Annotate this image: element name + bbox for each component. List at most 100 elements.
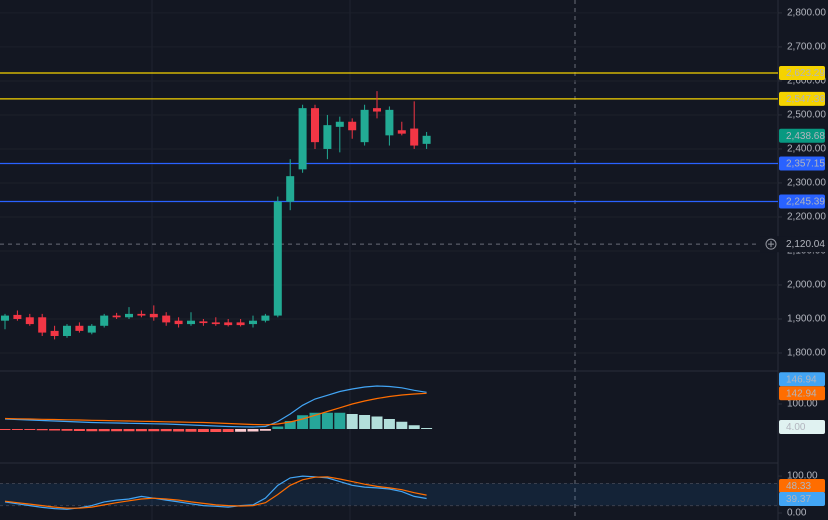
histogram-bar: [148, 429, 160, 432]
histogram-bar: [86, 429, 98, 432]
histogram-bar: [396, 421, 408, 429]
histogram-bar: [247, 429, 259, 432]
candle-body: [224, 322, 233, 326]
candle-body: [385, 109, 394, 136]
histogram-bar: [160, 429, 172, 432]
histogram-bar: [346, 414, 358, 429]
band-fill: [0, 483, 778, 506]
last-value-label: 142.94: [786, 388, 817, 399]
histogram-bar: [123, 429, 135, 432]
candle-body: [199, 321, 208, 324]
histogram-bar: [185, 429, 197, 432]
histogram-bar: [73, 429, 85, 431]
price-line-label: 2,623.29: [786, 68, 825, 79]
candle-body: [75, 325, 84, 331]
last-value-label-bg: [779, 420, 825, 434]
candle-body: [50, 330, 59, 336]
last-value-label-bg: [779, 372, 825, 387]
price-line-label-bg: [779, 194, 825, 209]
histogram-bar: [222, 429, 234, 432]
y-tick-label: 100.00: [787, 399, 818, 410]
indicator-line: [4, 385, 427, 428]
candle-body: [249, 320, 257, 325]
candle-body: [286, 176, 295, 202]
y-tick-label: 100.00: [787, 471, 818, 482]
price-line-label: 2,547.36: [786, 94, 825, 105]
histogram-bar: [98, 429, 110, 432]
candle-body: [149, 313, 158, 318]
candle-body: [38, 317, 47, 333]
crosshair-add-icon: [768, 241, 774, 248]
candle-body: [137, 313, 146, 316]
last-price-label: 2,438.68: [786, 131, 825, 142]
y-tick-label: 2,000.00: [787, 280, 826, 291]
y-tick-label: 2,400.00: [787, 144, 826, 155]
candle-body: [125, 313, 133, 318]
histogram-bar: [49, 429, 61, 431]
candle-body: [373, 108, 381, 112]
crosshair-label: 2,120.04: [786, 239, 825, 250]
histogram-bar: [284, 421, 296, 429]
candle-body: [63, 325, 71, 336]
candle-body: [323, 125, 332, 149]
histogram-bar: [61, 429, 73, 431]
histogram-bar: [272, 426, 284, 429]
candle-body: [311, 108, 319, 143]
histogram-bar: [210, 429, 222, 432]
candle-body: [100, 315, 109, 326]
histogram-bar: [111, 429, 123, 432]
histogram-bar: [371, 416, 383, 429]
last-value-label: 48.33: [786, 481, 811, 492]
histogram-bar: [334, 412, 346, 429]
indicator-line: [4, 476, 427, 509]
candle-body: [348, 121, 357, 131]
histogram-bar: [11, 429, 23, 430]
candle-body: [211, 322, 220, 325]
histogram-bar: [421, 428, 433, 429]
candle-body: [174, 320, 183, 325]
histogram-bar: [259, 429, 271, 431]
histogram-bar: [383, 419, 395, 429]
candle-body: [25, 317, 34, 325]
candle-body: [87, 325, 96, 333]
candle-body: [422, 135, 431, 144]
candle-body: [13, 314, 22, 319]
price-line-label-bg: [779, 91, 825, 106]
histogram-bar: [197, 429, 209, 432]
price-line-label-bg: [779, 66, 825, 81]
histogram-bar: [235, 429, 247, 432]
y-tick-label: 0.00: [787, 508, 807, 519]
price-line-label-bg: [779, 156, 825, 171]
histogram-bar: [321, 412, 333, 429]
candle-body: [360, 109, 369, 143]
y-tick-label: 1,800.00: [787, 348, 826, 359]
y-tick-label: 2,300.00: [787, 178, 826, 189]
y-tick-label: 2,500.00: [787, 110, 826, 121]
candle-body: [261, 315, 270, 321]
last-value-label-bg: [779, 492, 825, 506]
histogram-bar: [135, 429, 147, 432]
last-value-label-bg: [779, 479, 825, 493]
last-value-label: 146.94: [786, 374, 817, 385]
candle-body: [410, 128, 419, 146]
candle-body: [273, 201, 282, 316]
last-price-label-bg: [779, 128, 825, 143]
candle-body: [1, 315, 9, 321]
last-value-label-bg: [779, 386, 825, 401]
histogram-bar: [24, 429, 36, 430]
y-tick-label: 2,700.00: [787, 42, 826, 53]
histogram-bar: [359, 415, 371, 429]
candle-body: [236, 322, 245, 326]
y-tick-label: 2,800.00: [787, 8, 826, 19]
last-value-label: 4.00: [786, 422, 806, 433]
candle-body: [397, 130, 406, 134]
candle-body: [298, 108, 307, 170]
histogram-bar: [173, 429, 185, 432]
candle-body: [162, 315, 171, 323]
price-line-label: 2,245.39: [786, 197, 825, 208]
indicator-line: [4, 392, 427, 426]
histogram-bar: [408, 425, 420, 429]
candle-body: [112, 315, 121, 318]
